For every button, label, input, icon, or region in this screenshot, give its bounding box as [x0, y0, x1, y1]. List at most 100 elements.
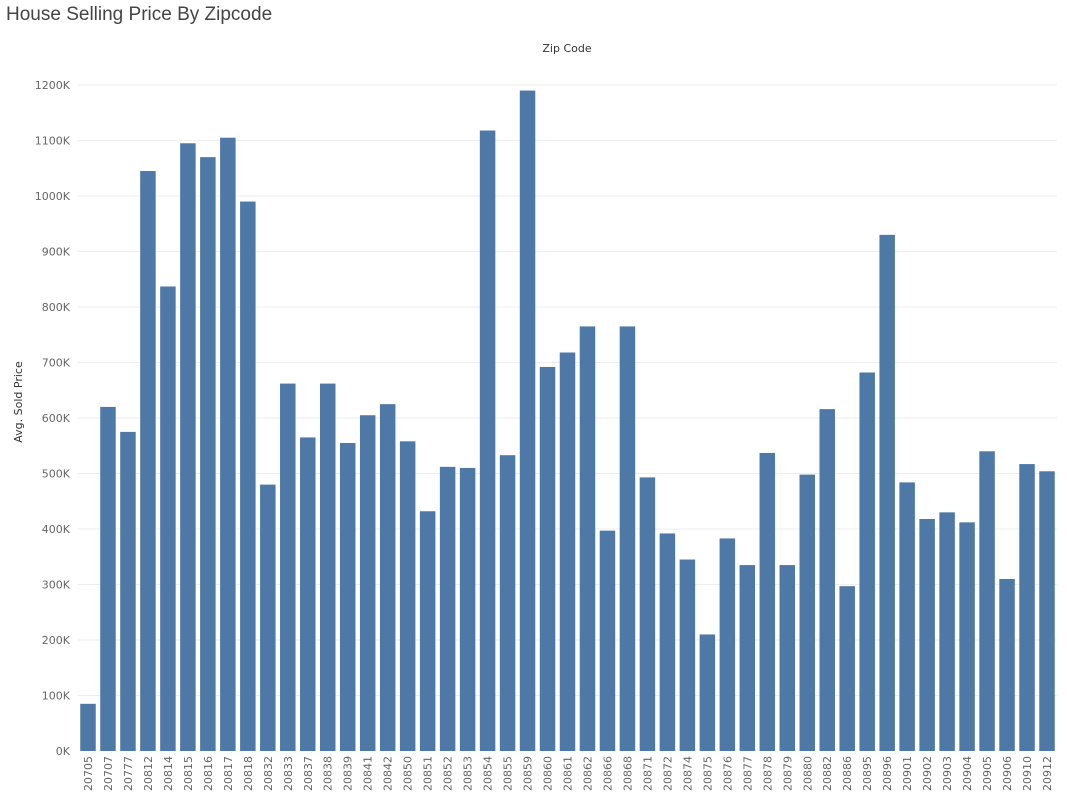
- bar-20861: [559, 352, 576, 751]
- bar-20853: [459, 467, 476, 751]
- bar-20906: [999, 578, 1015, 751]
- bar-20862: [579, 326, 596, 751]
- bar-20832: [260, 484, 276, 751]
- y-tick-label: 600K: [42, 412, 71, 425]
- bar-20886: [839, 586, 855, 751]
- bar-20910: [1019, 464, 1035, 751]
- x-tick-label: 20877: [741, 756, 754, 791]
- x-tick-label: 20860: [542, 756, 555, 791]
- y-tick-label: 800K: [42, 301, 71, 314]
- x-tick-label: 20817: [222, 756, 235, 791]
- bar-20851: [419, 511, 436, 751]
- x-tick-label: 20880: [801, 756, 814, 791]
- x-tick-label: 20871: [641, 756, 654, 791]
- y-tick-label: 300K: [42, 579, 71, 592]
- column-header: Zip Code: [542, 42, 591, 55]
- x-tick-label: 20866: [601, 756, 614, 791]
- bar-20875: [699, 634, 716, 751]
- bar-20852: [439, 466, 456, 751]
- x-tick-label: 20859: [522, 756, 535, 791]
- y-tick-label: 500K: [42, 468, 71, 481]
- bar-20859: [519, 90, 536, 752]
- bar-20812: [140, 171, 156, 751]
- bar-20901: [899, 482, 915, 751]
- bar-20878: [759, 452, 776, 751]
- bar-20866: [599, 530, 616, 751]
- x-tick-label: 20912: [1041, 756, 1054, 791]
- bar-20839: [339, 442, 356, 751]
- y-tick-label: 1200K: [35, 79, 71, 92]
- bar-20855: [499, 455, 516, 751]
- x-tick-label: 20816: [202, 756, 215, 791]
- x-tick-label: 20904: [961, 756, 974, 791]
- bar-20818: [240, 201, 256, 752]
- bar-20860: [539, 366, 556, 751]
- x-tick-label: 20777: [122, 756, 135, 791]
- x-tick-label: 20875: [701, 756, 714, 791]
- x-tick-label: 20905: [981, 756, 994, 791]
- bar-20876: [719, 538, 736, 751]
- x-axis: 20705 20707 20777 20812 20814 20815 20816 20817…: [82, 756, 1054, 791]
- bar-20707: [100, 406, 116, 751]
- x-tick-label: 20868: [621, 756, 634, 791]
- bar-20880: [799, 474, 816, 751]
- bar-20912: [1039, 471, 1055, 751]
- x-tick-label: 20850: [402, 756, 415, 791]
- bar-20777: [120, 431, 136, 752]
- chart-title: House Selling Price By Zipcode: [6, 4, 273, 25]
- bar-20868: [619, 326, 636, 751]
- bar-20871: [639, 477, 656, 751]
- y-tick-label: 1100K: [35, 135, 71, 148]
- y-tick-label: 100K: [42, 690, 71, 703]
- bars: [80, 90, 1055, 752]
- x-tick-label: 20812: [142, 756, 155, 791]
- x-tick-label: 20838: [322, 756, 335, 791]
- x-tick-label: 20872: [661, 756, 674, 791]
- x-tick-label: 20878: [761, 756, 774, 791]
- y-axis-title: Avg. Sold Price: [12, 361, 25, 443]
- x-tick-label: 20855: [502, 756, 515, 791]
- x-tick-label: 20876: [721, 756, 734, 791]
- x-tick-label: 20705: [82, 756, 95, 791]
- bar-20816: [200, 157, 216, 751]
- x-tick-label: 20852: [442, 756, 455, 791]
- x-tick-label: 20882: [821, 756, 834, 791]
- x-tick-label: 20833: [282, 756, 295, 791]
- x-tick-label: 20814: [162, 756, 175, 791]
- bar-20850: [399, 441, 416, 751]
- x-tick-label: 20839: [342, 756, 355, 791]
- x-tick-label: 20832: [262, 756, 275, 791]
- x-tick-label: 20707: [102, 756, 115, 791]
- bar-20896: [879, 234, 895, 752]
- bar-20902: [919, 519, 935, 751]
- bar-20903: [939, 512, 955, 751]
- x-tick-label: 20862: [581, 756, 594, 791]
- y-tick-label: 200K: [42, 634, 71, 647]
- y-tick-label: 900K: [42, 246, 71, 259]
- x-tick-label: 20879: [781, 756, 794, 791]
- y-axis: 0K 100K 200K 300K 400K 500K 600K 700K 800K 900K 10…: [35, 79, 71, 758]
- x-tick-label: 20841: [362, 756, 375, 791]
- x-tick-label: 20874: [681, 756, 694, 791]
- x-tick-label: 20906: [1001, 756, 1014, 791]
- x-tick-label: 20886: [841, 756, 854, 791]
- bar-20895: [859, 372, 875, 751]
- x-tick-label: 20896: [881, 756, 894, 791]
- x-tick-label: 20861: [562, 756, 575, 791]
- bar-20837: [300, 437, 316, 751]
- bar-20877: [739, 565, 756, 751]
- y-tick-label: 1000K: [35, 190, 71, 203]
- bar-20705: [80, 703, 96, 751]
- bar-20872: [659, 533, 676, 751]
- x-tick-label: 20895: [861, 756, 874, 791]
- bar-20815: [180, 143, 196, 751]
- y-tick-label: 0K: [56, 745, 71, 758]
- y-tick-label: 700K: [42, 357, 71, 370]
- x-tick-label: 20837: [302, 756, 315, 791]
- x-tick-label: 20853: [462, 756, 475, 791]
- bar-20842: [379, 404, 396, 752]
- bar-20879: [779, 565, 796, 751]
- bar-20841: [359, 415, 376, 751]
- bar-20814: [160, 286, 176, 751]
